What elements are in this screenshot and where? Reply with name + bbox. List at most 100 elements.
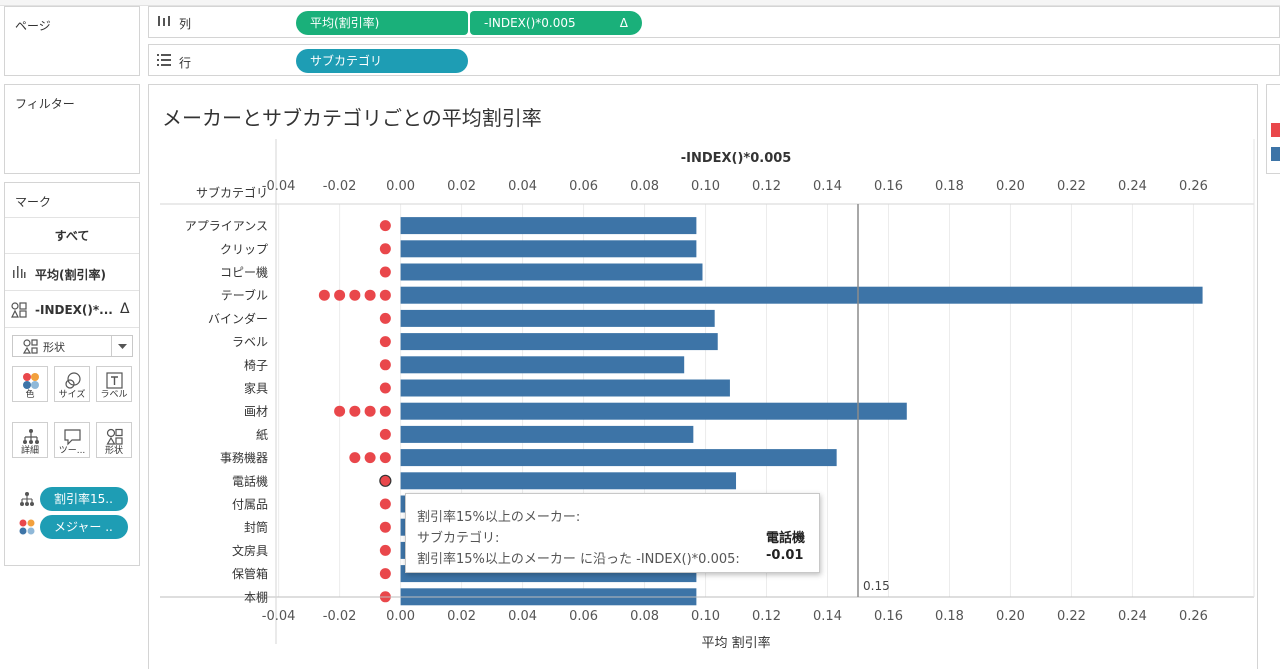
category-label: 画材: [244, 405, 268, 419]
bottom-tick-label: 0.16: [874, 609, 903, 624]
category-label: 紙: [256, 427, 268, 442]
pill-subcategory[interactable]: サブカテゴリ: [296, 49, 468, 73]
bottom-tick-label: 0.10: [691, 609, 720, 624]
marks-layer-index[interactable]: -INDEX()*... Δ: [5, 291, 139, 327]
legend-swatch-red: [1271, 123, 1280, 137]
bar-chart-icon: [13, 266, 26, 278]
marks-layer-avg[interactable]: 平均(割引率): [5, 254, 139, 290]
top-tick-label: 0.22: [1057, 179, 1086, 194]
shapes-icon: [23, 339, 38, 354]
detail-button-label: 詳細: [20, 446, 39, 456]
shape-button[interactable]: 形状: [96, 422, 132, 458]
dots: [318, 220, 392, 603]
bottom-tick-label: -0.02: [323, 609, 357, 624]
dot: [379, 336, 391, 348]
tooltip-index-label: 割引率15%以上のメーカー に沿った -INDEX()*0.005:: [417, 552, 740, 567]
pill-avg-discount[interactable]: 平均(割引率): [296, 11, 468, 35]
dot: [379, 266, 391, 278]
dot: [379, 568, 391, 580]
dot: [318, 289, 330, 301]
legend-swatch-blue: [1271, 147, 1280, 161]
bottom-tick-label: 0.14: [813, 609, 842, 624]
filters-card[interactable]: フィルター: [4, 84, 140, 174]
category-label: 保管箱: [232, 566, 268, 581]
chart-svg: -0.04 -0.04 -0.02 -0.02 0.00 0.00 0.02 0.02 0.04…: [160, 139, 1255, 651]
color-button[interactable]: 色: [12, 366, 48, 402]
bar: [400, 425, 694, 443]
top-strip: [0, 0, 1280, 6]
top-tick-label: -0.02: [323, 179, 357, 194]
dot: [379, 474, 392, 487]
shape-button-label: 形状: [104, 446, 123, 456]
detail-button[interactable]: 詳細: [12, 422, 48, 458]
size-button[interactable]: サイズ: [54, 366, 90, 402]
bottom-tick-label: 0.06: [569, 609, 598, 624]
category-label: 封筒: [244, 520, 268, 535]
bottom-tick-label: 0.26: [1179, 609, 1208, 624]
dot: [379, 428, 391, 440]
chart-title: メーカーとサブカテゴリごとの平均割引率: [162, 106, 542, 130]
row-header-title: サブカテゴリ: [196, 185, 268, 200]
field-pill-measure-names[interactable]: メジャー ..: [40, 515, 128, 539]
bar: [400, 263, 703, 281]
marks-title: マーク: [15, 195, 52, 209]
detail-hierarchy-icon: [23, 429, 39, 444]
category-label: 家具: [244, 381, 268, 396]
top-tick-label: 0.26: [1179, 179, 1208, 194]
dot: [349, 289, 361, 301]
columns-shelf[interactable]: 列 平均(割引率) -INDEX()*0.005 Δ: [148, 6, 1280, 38]
dot: [379, 289, 391, 301]
tooltip-button[interactable]: ツー...: [54, 422, 90, 458]
dot: [349, 405, 361, 417]
bottom-tick-label: 0.08: [630, 609, 659, 624]
bar: [400, 333, 718, 351]
dot: [364, 289, 376, 301]
category-label: クリップ: [220, 242, 268, 256]
color-icon: [23, 373, 39, 389]
rows-shelf[interactable]: 行 サブカテゴリ: [148, 44, 1280, 76]
bar: [400, 286, 1203, 304]
chevron-down-icon: [118, 344, 127, 349]
size-button-label: サイズ: [58, 390, 86, 400]
top-tick-label: 0.08: [630, 179, 659, 194]
speech-bubble-icon: [64, 429, 81, 446]
color-icon: [19, 519, 35, 535]
dot: [379, 521, 391, 533]
pages-title: ページ: [15, 19, 51, 33]
bar: [400, 217, 697, 235]
pill-index-label: -INDEX()*0.005: [484, 16, 576, 30]
label-button[interactable]: ラベル: [96, 366, 132, 402]
dot: [334, 289, 346, 301]
columns-label: 列: [179, 17, 192, 31]
marks-all-tab[interactable]: すべて: [54, 229, 90, 243]
shapes-icon: [11, 302, 27, 318]
pill-index[interactable]: -INDEX()*0.005 Δ: [470, 11, 642, 35]
top-tick-label: 0.24: [1118, 179, 1147, 194]
bottom-tick-label: 0.00: [386, 609, 415, 624]
pages-card[interactable]: ページ: [4, 6, 140, 76]
tooltip: 割引率15%以上のメーカー: サブカテゴリ: 電話機 割引率15%以上のメーカー…: [405, 493, 820, 573]
top-tick-label: 0.12: [752, 179, 781, 194]
dot: [379, 220, 391, 232]
label-button-label: ラベル: [100, 390, 128, 400]
field-pill-discount-maker[interactable]: 割引率15..: [40, 487, 128, 511]
top-tick-label: -0.04: [262, 179, 296, 194]
reference-line-label: 0.15: [863, 579, 890, 593]
category-label: バインダー: [208, 311, 268, 326]
legend-card[interactable]: [1266, 84, 1280, 174]
dot: [379, 405, 391, 417]
top-tick-label: 0.00: [386, 179, 415, 194]
tooltip-button-label: ツー...: [58, 446, 86, 456]
category-label: 付属品: [232, 498, 268, 512]
category-label: コピー機: [220, 265, 268, 280]
dot: [379, 382, 391, 394]
marks-layer-avg-label: 平均(割引率): [35, 268, 106, 282]
mark-type-select[interactable]: 形状: [12, 335, 133, 357]
category-label: ラベル: [232, 335, 268, 349]
bar: [400, 356, 685, 374]
axes: -0.04 -0.04 -0.02 -0.02 0.00 0.00 0.02 0.02 0.04…: [160, 139, 1255, 651]
category-label: 事務機器: [220, 450, 268, 465]
detail-hierarchy-icon: [20, 492, 34, 506]
dot: [379, 359, 391, 371]
category-label: 椅子: [244, 358, 268, 372]
